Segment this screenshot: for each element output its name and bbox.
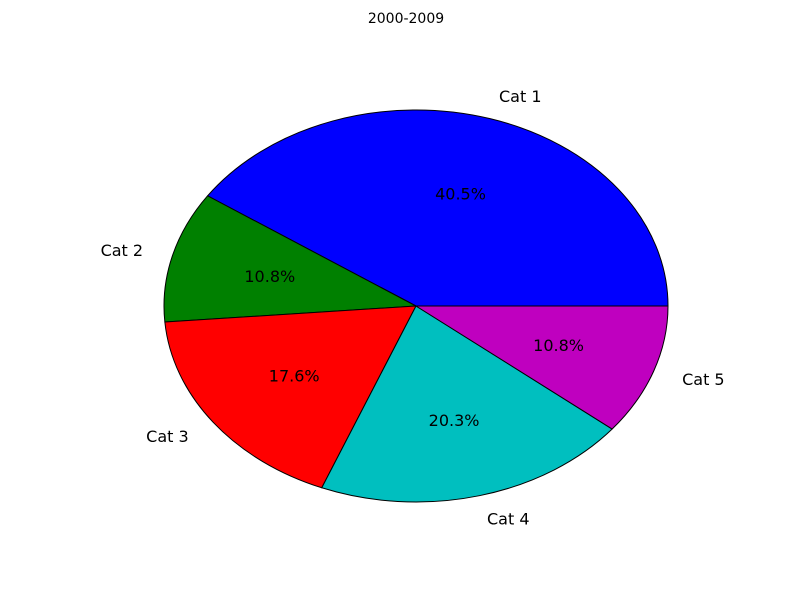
chart-title: 2000-2009 [368, 11, 444, 27]
pie-slices [163, 109, 669, 503]
percent-label-cat-5: 10.8% [533, 336, 584, 355]
category-label-cat-4: Cat 4 [487, 510, 530, 529]
pie-labels: Cat 1 40.5% Cat 2 10.8% Cat 3 17.6% Cat 4 20.3%… [101, 87, 725, 528]
category-label-cat-5: Cat 5 [682, 370, 725, 389]
pie-slice-cat-3 [164, 305, 417, 489]
category-label-cat-3: Cat 3 [146, 427, 189, 446]
pie-slice-cat-2 [163, 195, 417, 323]
pie-slice-cat-4 [321, 305, 613, 503]
percent-label-cat-2: 10.8% [244, 267, 295, 286]
percent-label-cat-3: 17.6% [269, 367, 320, 386]
percent-label-cat-1: 40.5% [435, 185, 486, 204]
pie-slice-cat-5 [415, 305, 669, 430]
category-label-cat-2: Cat 2 [101, 241, 144, 260]
category-label-cat-1: Cat 1 [499, 87, 542, 106]
pie-slice-cat-1 [207, 109, 669, 307]
percent-label-cat-4: 20.3% [429, 411, 480, 430]
